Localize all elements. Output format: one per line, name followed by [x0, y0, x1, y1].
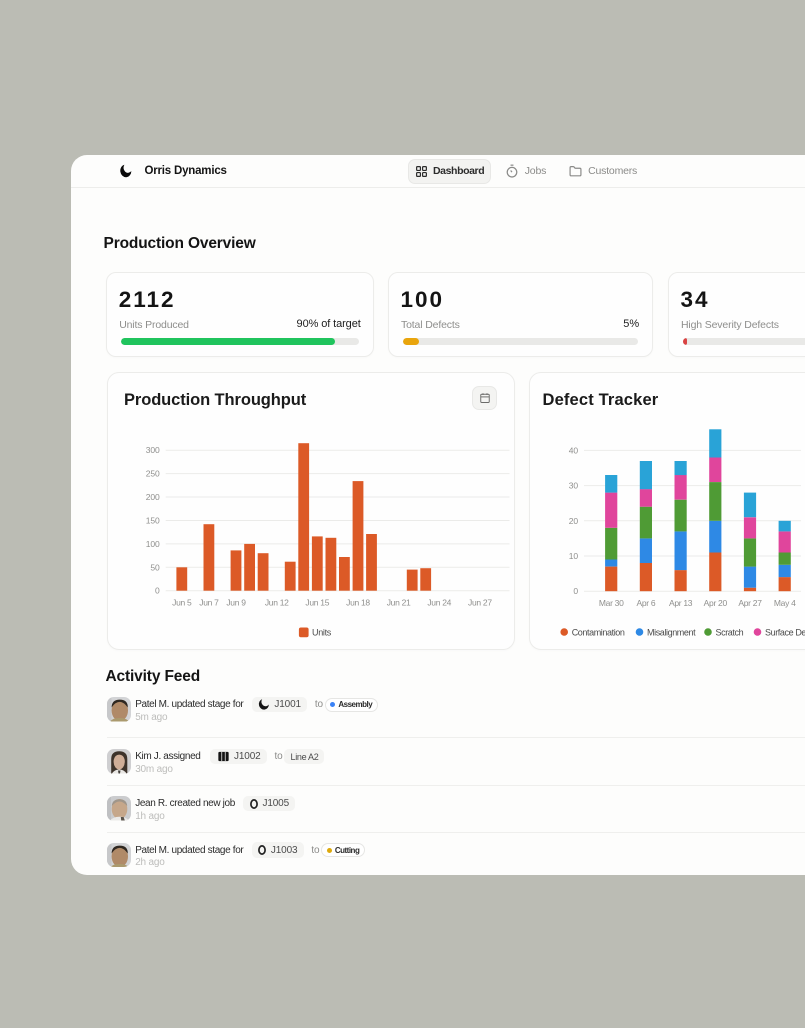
svg-text:200: 200 [145, 492, 159, 502]
svg-text:Jun 21: Jun 21 [386, 597, 410, 607]
svg-text:Jun 15: Jun 15 [305, 597, 329, 607]
svg-text:Contamination: Contamination [572, 627, 625, 637]
svg-text:150: 150 [145, 515, 159, 525]
svg-text:0: 0 [155, 585, 160, 595]
svg-text:Jun 18: Jun 18 [346, 597, 370, 607]
svg-text:Apr 13: Apr 13 [669, 598, 693, 608]
svg-text:10: 10 [569, 551, 579, 561]
svg-text:Apr 27: Apr 27 [738, 598, 762, 608]
svg-text:May 4: May 4 [774, 598, 796, 608]
svg-text:40: 40 [569, 445, 579, 455]
svg-text:Jun 27: Jun 27 [468, 597, 492, 607]
svg-text:30: 30 [569, 480, 579, 490]
svg-text:300: 300 [145, 445, 159, 455]
svg-text:Apr 6: Apr 6 [636, 598, 655, 608]
svg-text:100: 100 [145, 538, 159, 548]
svg-text:0: 0 [573, 586, 578, 596]
svg-text:Scratch: Scratch [716, 627, 744, 637]
svg-text:Jun 12: Jun 12 [264, 597, 288, 607]
svg-text:Jun 7: Jun 7 [199, 597, 219, 607]
svg-text:Misalignment: Misalignment [647, 627, 696, 637]
svg-text:Surface Defect: Surface Defect [765, 627, 805, 637]
svg-text:Units: Units [312, 627, 332, 637]
svg-text:50: 50 [150, 562, 160, 572]
svg-text:Mar 30: Mar 30 [599, 598, 624, 608]
svg-text:Apr 20: Apr 20 [704, 598, 728, 608]
svg-text:Jun 24: Jun 24 [427, 597, 451, 607]
svg-text:250: 250 [145, 468, 159, 478]
svg-text:Jun 5: Jun 5 [172, 597, 192, 607]
svg-text:20: 20 [569, 515, 579, 525]
svg-text:Jun 9: Jun 9 [226, 597, 246, 607]
